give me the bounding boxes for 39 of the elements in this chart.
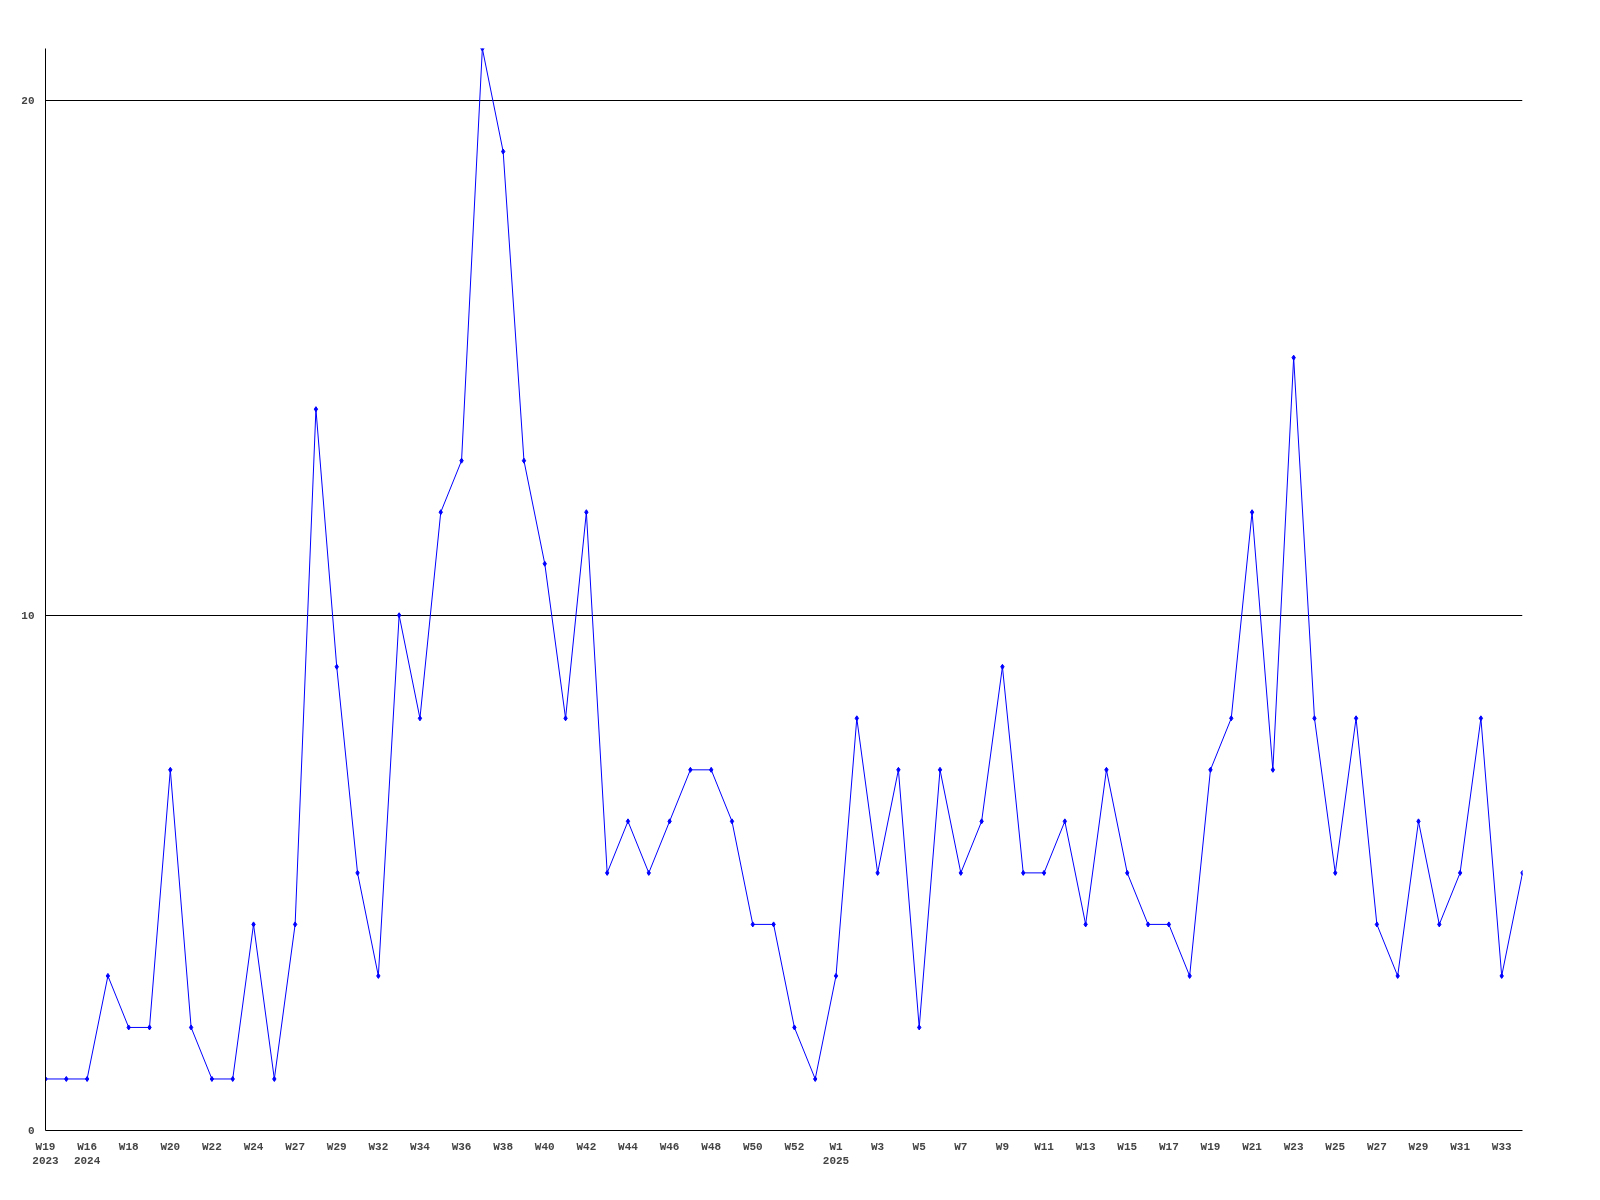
x-tick-label: W20 <box>160 1140 181 1153</box>
x-tick-label: W23 <box>1283 1140 1304 1153</box>
x-tick-label: W33 <box>1491 1140 1512 1153</box>
x-tick-label: W29 <box>326 1140 347 1153</box>
x-tick-label: W21 <box>1242 1140 1263 1153</box>
x-tick-label: W22 <box>202 1140 222 1153</box>
x-tick-label: W5 <box>912 1140 927 1153</box>
x-tick-label: W7 <box>954 1140 968 1153</box>
x-tick-label: W18 <box>118 1140 140 1153</box>
x-tick-label: W3 <box>871 1140 885 1153</box>
y-tick-label: 0 <box>27 1125 35 1137</box>
x-tick-label: W31 <box>1450 1140 1471 1153</box>
x-tick-label: W38 <box>493 1140 514 1153</box>
x-tick-label: W1 2025 <box>822 1140 850 1167</box>
x-tick-label: W50 <box>742 1140 763 1153</box>
x-tick-label: W25 <box>1325 1140 1346 1153</box>
x-tick-label: W11 <box>1034 1140 1055 1153</box>
x-tick-label: W17 <box>1158 1140 1179 1153</box>
x-tick-label: W16 2024 <box>73 1140 101 1167</box>
x-tick-label: W48 <box>701 1140 722 1153</box>
x-tick-label: W46 <box>659 1140 680 1153</box>
x-tick-label: W32 <box>368 1140 389 1153</box>
x-tick-label: W9 <box>995 1140 1010 1153</box>
x-tick-label: W44 <box>618 1140 639 1153</box>
x-tick-label: W27 <box>285 1140 306 1153</box>
y-tick-label: 10 <box>21 609 35 622</box>
x-tick-label: W13 <box>1075 1140 1096 1153</box>
x-tick-label: W27 <box>1366 1140 1387 1153</box>
x-tick-label: W19 2023 <box>32 1140 60 1167</box>
x-tick-label: W15 <box>1117 1140 1138 1153</box>
x-tick-label: W42 <box>576 1140 597 1153</box>
x-tick-label: W34 <box>410 1140 431 1153</box>
x-tick-label: W52 <box>784 1140 805 1153</box>
x-tick-label: W36 <box>451 1140 472 1153</box>
x-tick-label: W19 <box>1200 1140 1221 1153</box>
x-tick-label: W29 <box>1408 1140 1429 1153</box>
x-tick-label: W24 <box>243 1140 264 1153</box>
y-tick-label: 20 <box>21 94 35 107</box>
x-tick-label: W40 <box>534 1140 555 1153</box>
